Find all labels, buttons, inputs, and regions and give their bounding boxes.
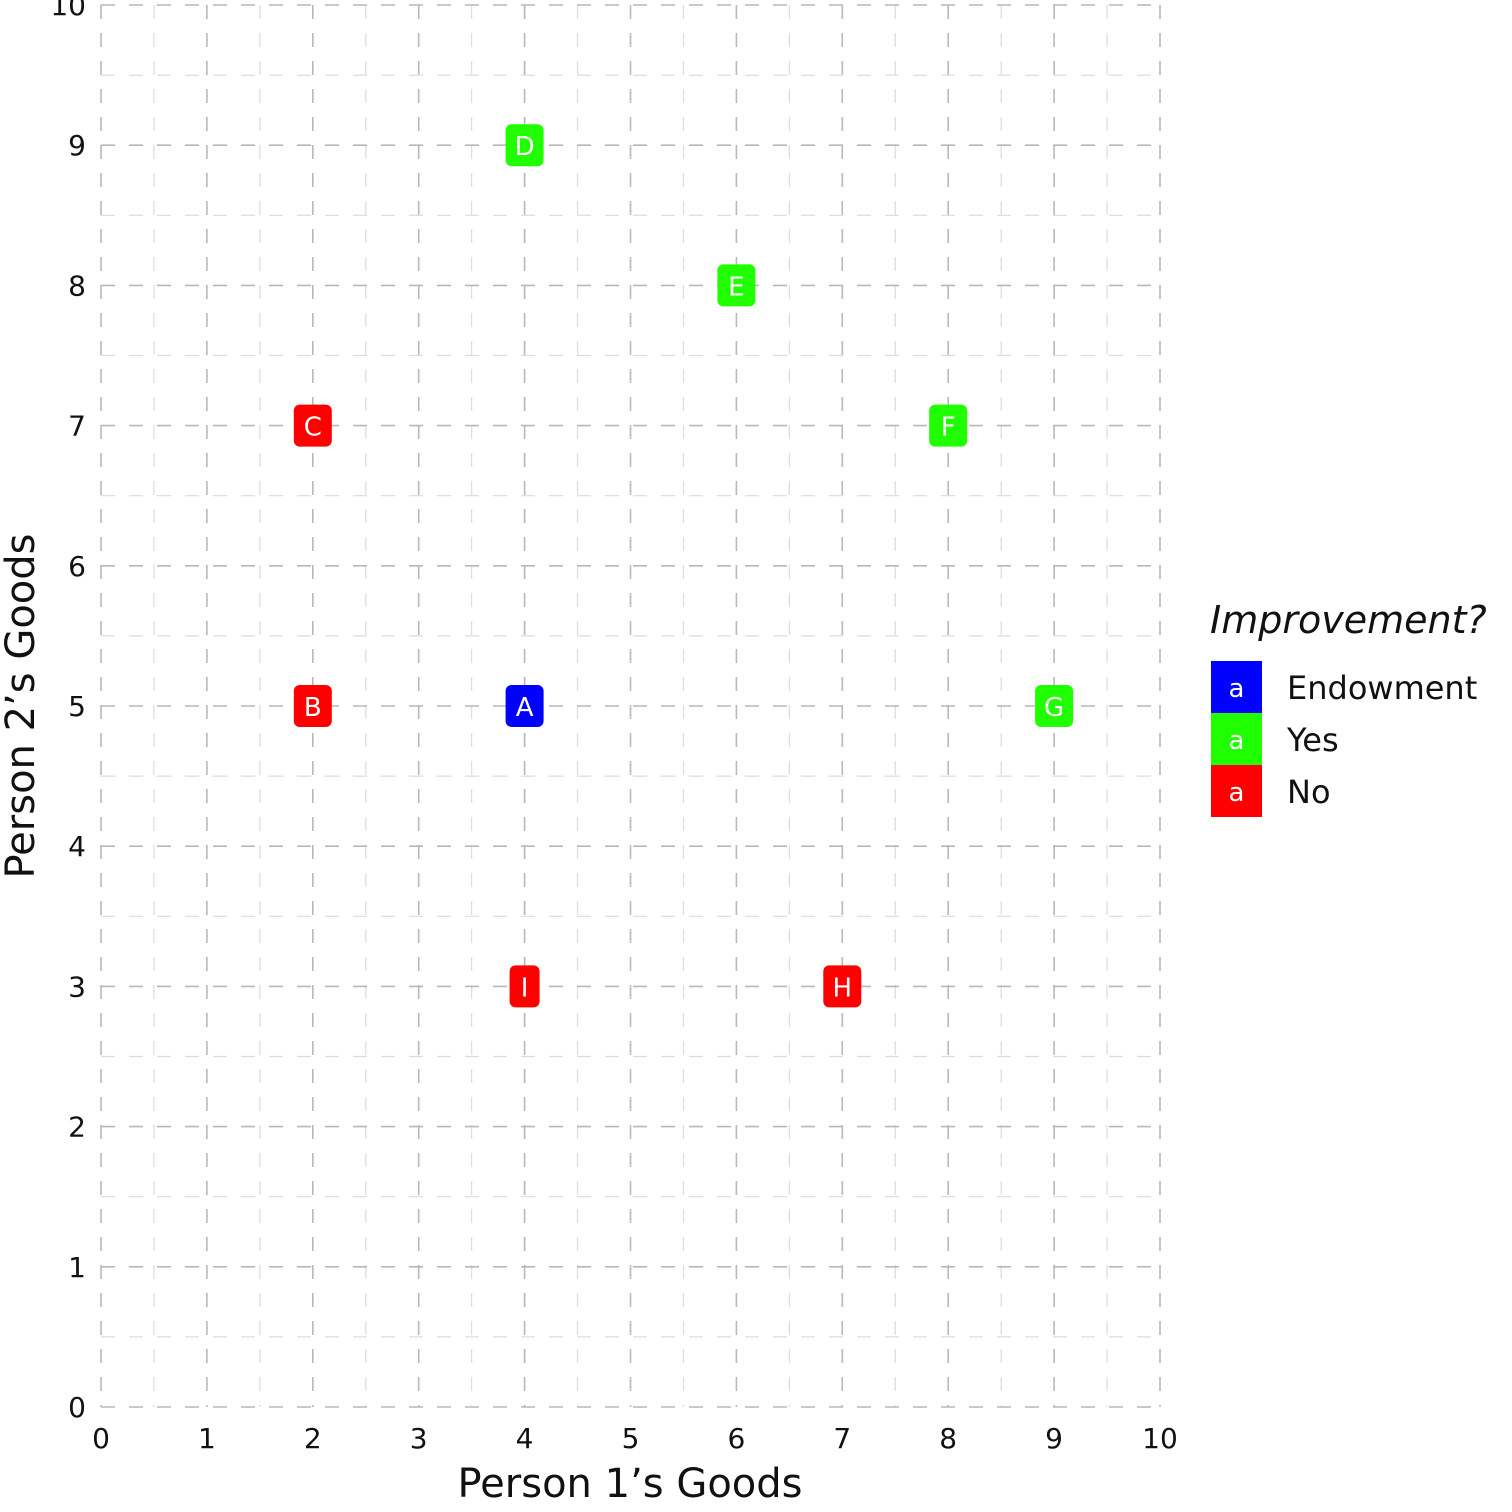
y-tick-label: 2 <box>68 1111 86 1144</box>
legend-item-yes: a Yes <box>1211 713 1339 765</box>
legend-key <box>1211 713 1262 765</box>
point-label-i: I <box>509 965 540 1008</box>
x-tick-label: 7 <box>833 1422 851 1455</box>
legend-key <box>1211 661 1262 713</box>
point-marker <box>717 264 756 307</box>
point-text: G <box>1044 693 1064 723</box>
point-marker <box>823 965 862 1008</box>
point-label-f: F <box>929 404 968 447</box>
x-tick-label: 9 <box>1045 1422 1063 1455</box>
y-tick-label: 0 <box>68 1391 86 1424</box>
y-tick-label: 10 <box>50 0 86 22</box>
legend-key-glyph: a <box>1229 778 1245 808</box>
point-marker <box>509 965 540 1008</box>
legend-label: Yes <box>1286 721 1339 759</box>
point-marker <box>293 685 332 727</box>
y-tick-label: 9 <box>68 129 86 162</box>
legend-key <box>1211 765 1262 817</box>
point-marker <box>505 124 544 167</box>
x-tick-label: 4 <box>516 1422 534 1455</box>
legend-label: Endowment <box>1287 669 1477 707</box>
y-axis-title: Person 2’s Goods <box>0 533 44 878</box>
legend-item-no: a No <box>1211 765 1331 817</box>
x-tick-label: 3 <box>410 1422 428 1455</box>
point-marker <box>505 685 544 727</box>
legend-key-glyph: a <box>1229 726 1245 756</box>
x-axis-title: Person 1’s Goods <box>457 1461 802 1507</box>
point-text: H <box>833 973 853 1003</box>
point-text: I <box>521 973 529 1003</box>
legend-item-endowment: a Endowment <box>1211 661 1477 713</box>
y-tick-label: 1 <box>68 1251 86 1284</box>
x-tick-label: 1 <box>198 1422 216 1455</box>
legend: Improvement? a Endowment a Yes a No <box>1210 598 1487 817</box>
point-label-a: A <box>505 685 544 727</box>
x-tick-label: 0 <box>92 1422 110 1455</box>
axis-ticks: 0 1 2 3 4 5 6 7 8 9 10 0 1 2 3 4 5 6 7 8 9 10 <box>50 0 1177 1455</box>
points: A B C D E F G H I <box>293 124 1074 1008</box>
x-tick-label: 8 <box>939 1422 957 1455</box>
point-marker <box>1035 685 1074 727</box>
point-text: D <box>515 132 535 162</box>
y-tick-label: 8 <box>68 269 86 302</box>
point-label-b: B <box>293 685 332 727</box>
point-label-c: C <box>293 404 332 447</box>
point-text: F <box>941 413 956 443</box>
point-marker <box>293 404 332 447</box>
y-tick-label: 4 <box>68 830 86 863</box>
point-text: E <box>728 272 744 302</box>
x-tick-label: 2 <box>304 1422 322 1455</box>
x-tick-label: 6 <box>727 1422 745 1455</box>
point-text: C <box>304 413 322 443</box>
legend-label: No <box>1287 773 1331 811</box>
x-tick-label: 5 <box>622 1422 640 1455</box>
point-text: A <box>516 693 534 723</box>
grid <box>100 4 1161 1408</box>
legend-key-glyph: a <box>1229 674 1245 704</box>
legend-title: Improvement? <box>1210 598 1487 642</box>
point-label-d: D <box>505 124 544 167</box>
x-tick-label: 10 <box>1142 1422 1178 1455</box>
y-tick-label: 6 <box>68 550 86 583</box>
point-label-e: E <box>717 264 756 307</box>
y-tick-label: 5 <box>68 690 86 723</box>
y-tick-label: 3 <box>68 970 86 1003</box>
point-label-h: H <box>823 965 862 1008</box>
point-marker <box>929 404 968 447</box>
y-tick-label: 7 <box>68 410 86 443</box>
point-label-g: G <box>1035 685 1074 727</box>
point-text: B <box>304 693 322 723</box>
